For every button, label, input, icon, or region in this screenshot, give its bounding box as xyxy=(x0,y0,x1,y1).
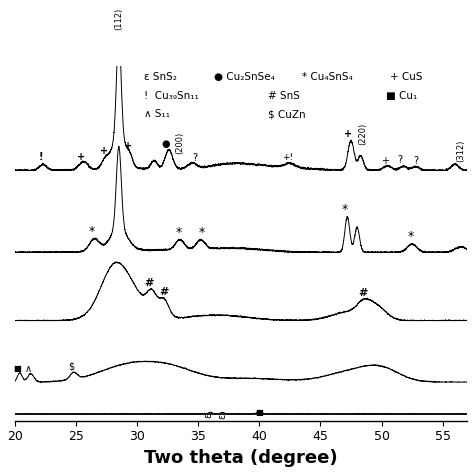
Text: +: + xyxy=(100,146,108,156)
Text: ?: ? xyxy=(192,153,197,163)
Text: +: + xyxy=(125,141,133,151)
Text: !  Cu₃₉Sn₁₁: ! Cu₃₉Sn₁₁ xyxy=(144,91,199,100)
Text: #: # xyxy=(358,288,368,298)
Text: *: * xyxy=(175,226,182,239)
Text: # SnS: # SnS xyxy=(268,91,300,100)
Text: ∧ S₁₁: ∧ S₁₁ xyxy=(144,109,170,119)
Text: *: * xyxy=(408,230,414,244)
Text: +: + xyxy=(381,156,389,166)
Text: ∧: ∧ xyxy=(25,364,32,374)
Text: #: # xyxy=(159,287,169,297)
X-axis label: Two theta (degree): Two theta (degree) xyxy=(144,449,338,467)
Text: (200): (200) xyxy=(175,132,184,155)
Text: (112): (112) xyxy=(114,8,123,30)
Text: + CuS: + CuS xyxy=(390,72,423,82)
Text: ?: ? xyxy=(397,155,402,165)
Text: ●: ● xyxy=(161,139,169,149)
Text: *: * xyxy=(89,225,95,237)
Text: (220): (220) xyxy=(359,123,368,146)
Text: $ CuZn: $ CuZn xyxy=(268,109,306,119)
Text: ε: ε xyxy=(218,413,228,419)
Text: ● Cu₂SnSe₄: ● Cu₂SnSe₄ xyxy=(214,72,275,82)
Text: ■: ■ xyxy=(255,408,263,417)
Text: ε: ε xyxy=(203,413,213,419)
Text: ε SnS₂: ε SnS₂ xyxy=(144,72,177,82)
Text: $: $ xyxy=(68,362,74,372)
Text: +!: +! xyxy=(282,153,293,162)
Text: ?: ? xyxy=(413,156,418,166)
Text: ■: ■ xyxy=(13,364,21,373)
Text: * Cu₄SnS₄: * Cu₄SnS₄ xyxy=(302,72,353,82)
Text: ■ Cu₁: ■ Cu₁ xyxy=(386,91,417,100)
Text: !: ! xyxy=(38,152,43,163)
Text: *: * xyxy=(342,203,348,216)
Text: (312): (312) xyxy=(456,139,465,162)
Text: +: + xyxy=(77,152,85,162)
Text: #: # xyxy=(145,278,154,288)
Text: *: * xyxy=(199,226,205,239)
Text: +: + xyxy=(345,129,353,139)
